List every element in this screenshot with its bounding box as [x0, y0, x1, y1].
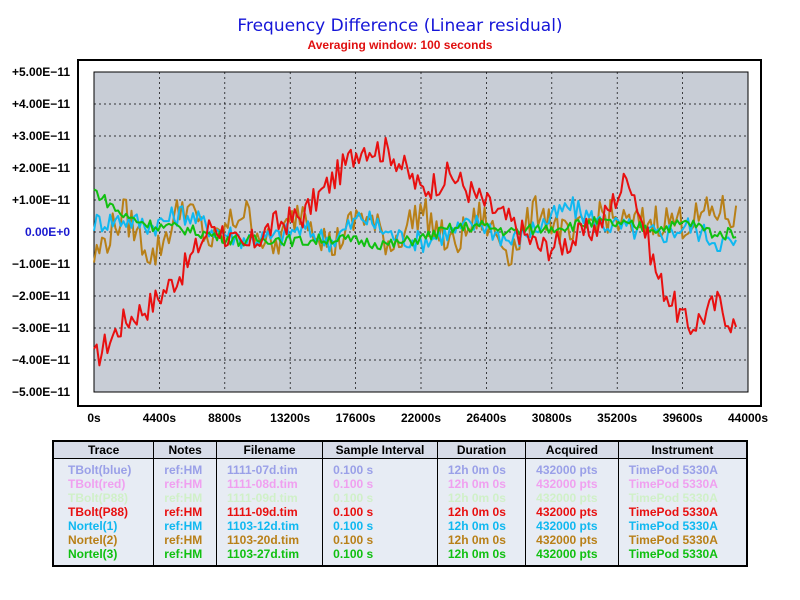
legend-cell: 12h 0m 0s — [436, 547, 526, 566]
legend-cell: TimePod 5330A — [617, 505, 747, 519]
legend-cell: ref:HM — [153, 533, 217, 547]
legend-column-header: Duration — [436, 441, 526, 459]
legend-row: TBolt(blue) ref:HM 1111-07d.tim 0.100 s 12h … — [53, 458, 747, 477]
legend-cell: TimePod 5330A — [617, 533, 747, 547]
legend-cell: 1111-08d.tim — [215, 477, 323, 491]
legend-cell: TimePod 5330A — [617, 519, 747, 533]
legend-cell: 12h 0m 0s — [436, 477, 526, 491]
y-tick-label: +2.00E−11 — [12, 161, 70, 175]
y-tick-label: −4.00E−11 — [12, 353, 70, 367]
legend-cell: 0.100 s — [322, 533, 438, 547]
legend-cell: 432000 pts — [525, 491, 619, 505]
legend-cell: Nortel(2) — [68, 533, 118, 547]
frequency-difference-chart: +5.00E−11 +4.00E−11 +3.00E−11 +2.00E−11 +1.0… — [12, 59, 768, 425]
series-line — [93, 196, 737, 254]
x-tick-label: 44000s — [728, 411, 768, 425]
legend-cell: TimePod 5330A — [617, 477, 747, 491]
legend-cell: Nortel(3) — [68, 547, 118, 561]
x-tick-label: 35200s — [597, 411, 637, 425]
legend-row: Nortel(3) ref:HM 1103-27d.tim 0.100 s 12h 0m… — [53, 547, 747, 566]
legend-cell: 1111-07d.tim — [215, 458, 323, 477]
legend-cell: TimePod 5330A — [617, 547, 747, 566]
trace-legend-table: Trace Notes Filename Sample Interval Duratio… — [52, 440, 748, 567]
x-tick-label: 13200s — [270, 411, 310, 425]
legend-cell: 1103-27d.tim — [215, 547, 323, 566]
legend-cell: 0.100 s — [322, 477, 438, 491]
legend-cell: TBolt(red) — [68, 477, 126, 491]
chart-title: Frequency Difference (Linear residual) — [237, 16, 563, 36]
y-tick-label: −3.00E−11 — [12, 321, 70, 335]
legend-cell: 12h 0m 0s — [436, 519, 526, 533]
legend-row: TBolt(red) ref:HM 1111-08d.tim 0.100 s 12h 0… — [53, 477, 747, 491]
series-line — [93, 188, 737, 251]
legend-cell: 12h 0m 0s — [436, 505, 526, 519]
y-tick-label: −5.00E−11 — [12, 385, 70, 399]
chart-subtitle: Averaging window: 100 seconds — [307, 38, 493, 52]
legend-cell: 12h 0m 0s — [436, 491, 526, 505]
y-tick-label: 0.00E+0 — [25, 225, 70, 239]
series-line — [93, 136, 738, 367]
legend-cell: TBolt(P88) — [68, 491, 128, 505]
y-tick-label: +3.00E−11 — [12, 129, 70, 143]
x-tick-label: 26400s — [466, 411, 506, 425]
legend-cell: 0.100 s — [322, 491, 438, 505]
legend-cell: TBolt(blue) — [68, 463, 132, 477]
legend-header-row: Trace Notes Filename Sample Interval Duratio… — [53, 441, 747, 459]
legend-body: TBolt(blue) ref:HM 1111-07d.tim 0.100 s 12h … — [53, 458, 747, 566]
legend-cell: 432000 pts — [525, 477, 619, 491]
legend-cell: ref:HM — [153, 519, 217, 533]
y-tick-label: −1.00E−11 — [12, 257, 70, 271]
x-tick-label: 17600s — [336, 411, 376, 425]
y-tick-label: +1.00E−11 — [12, 193, 70, 207]
legend-cell: 0.100 s — [322, 547, 438, 566]
x-tick-label: 22000s — [401, 411, 441, 425]
x-tick-label: 8800s — [208, 411, 242, 425]
legend-cell: 1111-09d.tim — [215, 491, 323, 505]
legend-cell: 432000 pts — [525, 519, 619, 533]
legend-row: TBolt(P88) ref:HM 1111-09d.tim 0.100 s 12h 0… — [53, 491, 747, 505]
legend-row: Nortel(2) ref:HM 1103-20d.tim 0.100 s 12h 0m… — [53, 533, 747, 547]
x-tick-label: 39600s — [663, 411, 703, 425]
legend-row: TBolt(P88) ref:HM 1111-09d.tim 0.100 s 12h 0… — [53, 505, 747, 519]
legend-cell: ref:HM — [153, 477, 217, 491]
legend-column-header: Notes — [153, 441, 217, 459]
legend-column-header: Trace — [53, 441, 154, 459]
legend-cell: Nortel(1) — [68, 519, 118, 533]
legend-cell: 432000 pts — [525, 547, 619, 566]
y-tick-label: −2.00E−11 — [12, 289, 70, 303]
legend-cell: 432000 pts — [525, 458, 619, 477]
legend-cell: 432000 pts — [525, 533, 619, 547]
legend-cell: 0.100 s — [322, 505, 438, 519]
legend-cell: 0.100 s — [322, 458, 438, 477]
legend-cell: 12h 0m 0s — [436, 533, 526, 547]
legend-column-header: Sample Interval — [322, 441, 438, 459]
legend-cell: 1111-09d.tim — [215, 505, 323, 519]
legend-cell: 0.100 s — [322, 519, 438, 533]
legend-cell: TimePod 5330A — [617, 458, 747, 477]
legend-cell: ref:HM — [153, 547, 217, 566]
x-tick-label: 0s — [87, 411, 101, 425]
legend-cell: 12h 0m 0s — [436, 458, 526, 477]
legend-cell: ref:HM — [153, 458, 217, 477]
x-tick-label: 30800s — [532, 411, 572, 425]
legend-row: Nortel(1) ref:HM 1103-12d.tim 0.100 s 12h 0m… — [53, 519, 747, 533]
legend-cell: 1103-20d.tim — [215, 533, 323, 547]
legend-column-header: Filename — [215, 441, 323, 459]
legend-column-header: Instrument — [617, 441, 747, 459]
legend-cell: 432000 pts — [525, 505, 619, 519]
y-tick-label: +4.00E−11 — [12, 97, 70, 111]
legend-cell: ref:HM — [153, 505, 217, 519]
legend-cell: ref:HM — [153, 491, 217, 505]
legend-column-header: Acquired — [525, 441, 619, 459]
legend-cell: 1103-12d.tim — [215, 519, 323, 533]
y-tick-label: +5.00E−11 — [12, 65, 70, 79]
legend-cell: TBolt(P88) — [68, 505, 128, 519]
legend-cell: TimePod 5330A — [617, 491, 747, 505]
x-tick-label: 4400s — [143, 411, 177, 425]
